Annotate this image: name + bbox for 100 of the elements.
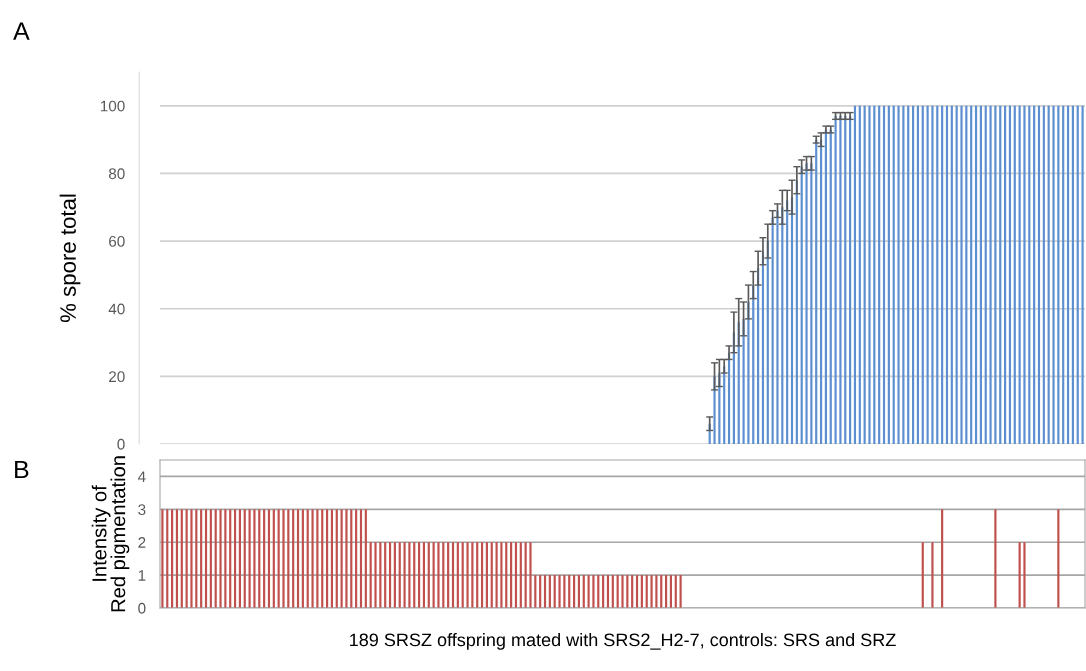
bar (296, 509, 300, 608)
bar (224, 509, 227, 608)
bar (941, 509, 944, 608)
bar (432, 542, 435, 608)
bar (931, 105, 934, 444)
bar (994, 105, 997, 444)
bar (306, 509, 309, 608)
bar (161, 509, 164, 608)
bar (524, 542, 527, 608)
bar (369, 542, 372, 608)
bar (887, 105, 890, 444)
bar (931, 542, 934, 608)
bar (970, 105, 973, 444)
bar (359, 509, 363, 608)
bar (200, 509, 203, 608)
bar (209, 509, 212, 608)
bar (471, 542, 474, 608)
bar (955, 105, 958, 444)
bar (437, 542, 440, 608)
bar (476, 542, 479, 608)
bar (1047, 105, 1050, 444)
bar (916, 105, 920, 444)
bar (355, 509, 358, 608)
bar (466, 542, 469, 608)
bar (882, 105, 886, 444)
bar (621, 575, 624, 608)
bar (253, 509, 256, 608)
bar (364, 509, 367, 608)
y-axis-title: Intensity of Red pigmentation (91, 456, 130, 612)
bar (510, 542, 513, 608)
bar (301, 509, 304, 608)
bar (408, 542, 411, 608)
bar (500, 542, 503, 608)
bar (839, 115, 842, 444)
bar (1023, 105, 1026, 444)
bar (238, 509, 241, 608)
y-tick-label: 3 (138, 504, 146, 516)
bar (204, 509, 208, 608)
bar (233, 509, 237, 608)
bar (950, 105, 953, 444)
bar (747, 301, 750, 444)
bar (311, 509, 314, 608)
bar (592, 575, 595, 608)
bar (316, 509, 319, 608)
bar (388, 542, 392, 608)
bar (272, 509, 275, 608)
bar (873, 105, 876, 444)
bar (902, 105, 905, 444)
bar (398, 542, 401, 608)
bar (195, 509, 198, 608)
bar (519, 542, 522, 608)
bar (979, 105, 982, 444)
bar (321, 509, 324, 608)
bar (776, 210, 779, 444)
bar (287, 509, 290, 608)
bar (936, 105, 939, 444)
bar (1042, 105, 1045, 444)
bar (335, 509, 338, 608)
bar (1023, 542, 1026, 608)
bar (422, 542, 426, 608)
bar (945, 105, 949, 444)
bar (989, 105, 992, 444)
bar (897, 105, 900, 444)
y-axis-title: % spore total (59, 194, 81, 323)
bar (190, 509, 193, 608)
y-tick-label: 1 (138, 570, 146, 581)
bar (350, 509, 353, 608)
bar (1013, 105, 1016, 444)
bar (325, 509, 329, 608)
bar (219, 509, 222, 608)
bar (878, 105, 881, 444)
bar (384, 542, 387, 608)
bar (1057, 509, 1060, 608)
bar (1008, 105, 1012, 444)
bar (175, 509, 179, 608)
bar (1057, 105, 1060, 444)
bar (921, 542, 924, 608)
bar (248, 509, 251, 608)
bar (960, 105, 963, 444)
bar (1018, 542, 1021, 608)
bar (810, 163, 813, 444)
bar (243, 509, 246, 608)
bar (214, 509, 217, 608)
y-tick-label: 0 (138, 602, 146, 614)
bar (413, 542, 416, 608)
bar (1066, 105, 1070, 444)
y-tick-label: 80 (108, 168, 125, 180)
bar (892, 105, 895, 444)
bar (485, 542, 488, 608)
bar (480, 542, 484, 608)
bar (258, 509, 261, 608)
bar (941, 105, 944, 444)
bar (451, 542, 455, 608)
text: A (13, 22, 30, 40)
bar (490, 542, 493, 608)
bar (418, 542, 421, 608)
bar (1004, 105, 1007, 444)
bar (650, 575, 653, 608)
bar (1037, 105, 1041, 444)
bar (185, 509, 188, 608)
